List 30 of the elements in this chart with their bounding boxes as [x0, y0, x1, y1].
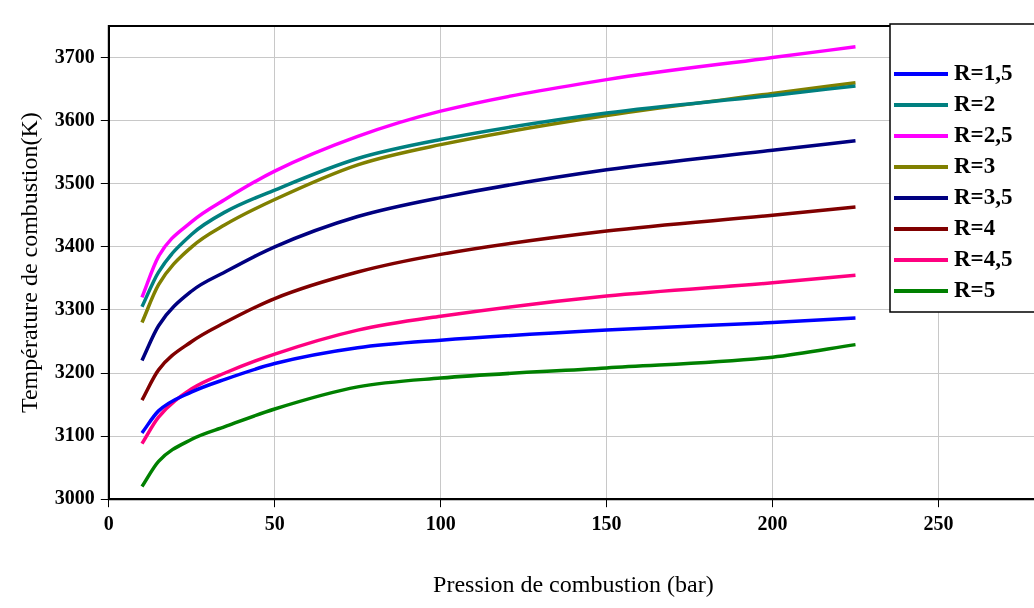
line-series	[140, 342, 858, 489]
x-tick-label: 200	[757, 512, 788, 535]
x-tick-label: 250	[923, 512, 954, 535]
x-tick-label: 100	[425, 512, 456, 535]
y-tick-label: 3100	[54, 423, 95, 446]
y-tick-label: 3500	[54, 170, 95, 193]
legend-label: R=2,5	[954, 121, 1013, 147]
legend-label: R=2	[954, 90, 996, 116]
x-tick-label: 0	[103, 512, 114, 535]
y-tick-label: 3600	[54, 107, 95, 130]
y-tick-label: 3200	[54, 360, 95, 383]
legend-label: R=3	[954, 152, 996, 178]
legend-label: R=1,5	[954, 59, 1013, 85]
line-series	[140, 273, 858, 446]
y-tick-label: 3400	[54, 234, 95, 256]
line-series	[140, 45, 858, 300]
legend-label: R=4,5	[954, 245, 1013, 271]
y-tick-label: 3300	[54, 297, 95, 320]
legend-label: R=3,5	[954, 183, 1013, 209]
line-series	[140, 139, 858, 363]
legend-label: R=4	[954, 214, 996, 240]
x-tick-label: 50	[264, 512, 285, 535]
x-tick-label: 150	[591, 512, 622, 535]
y-tick-label: 3700	[54, 44, 95, 67]
y-axis-title: Température de combustion(K)	[15, 112, 42, 414]
x-axis-title: Pression de combustion (bar)	[433, 570, 714, 597]
legend-label: R=5	[954, 276, 996, 302]
y-tick-label: 3000	[54, 486, 95, 509]
line-series	[140, 316, 858, 435]
line-series	[140, 205, 858, 402]
